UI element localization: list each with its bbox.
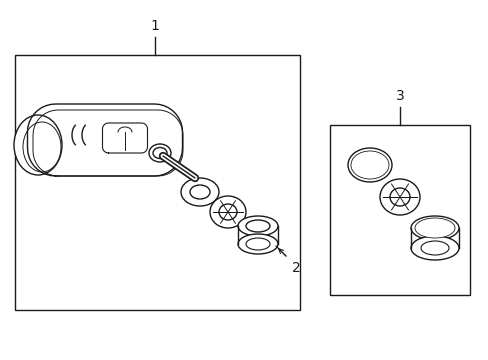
Ellipse shape xyxy=(414,218,454,238)
Ellipse shape xyxy=(209,196,245,228)
Ellipse shape xyxy=(245,238,269,250)
Ellipse shape xyxy=(350,151,388,179)
Ellipse shape xyxy=(238,216,278,236)
Ellipse shape xyxy=(420,241,448,255)
Ellipse shape xyxy=(379,179,419,215)
Ellipse shape xyxy=(347,148,391,182)
Ellipse shape xyxy=(238,234,278,254)
Bar xyxy=(329,125,469,295)
Ellipse shape xyxy=(389,188,409,206)
Ellipse shape xyxy=(358,157,380,173)
Bar xyxy=(15,55,299,310)
Ellipse shape xyxy=(420,221,448,235)
Ellipse shape xyxy=(245,220,269,232)
Text: 1: 1 xyxy=(150,19,159,33)
Ellipse shape xyxy=(149,144,171,162)
Ellipse shape xyxy=(153,148,167,158)
Ellipse shape xyxy=(14,115,62,175)
Ellipse shape xyxy=(181,178,219,206)
Ellipse shape xyxy=(219,204,237,220)
Text: 2: 2 xyxy=(291,261,300,275)
Text: 3: 3 xyxy=(395,89,404,103)
Ellipse shape xyxy=(190,185,209,199)
Ellipse shape xyxy=(410,216,458,240)
Ellipse shape xyxy=(23,122,61,172)
Ellipse shape xyxy=(410,236,458,260)
